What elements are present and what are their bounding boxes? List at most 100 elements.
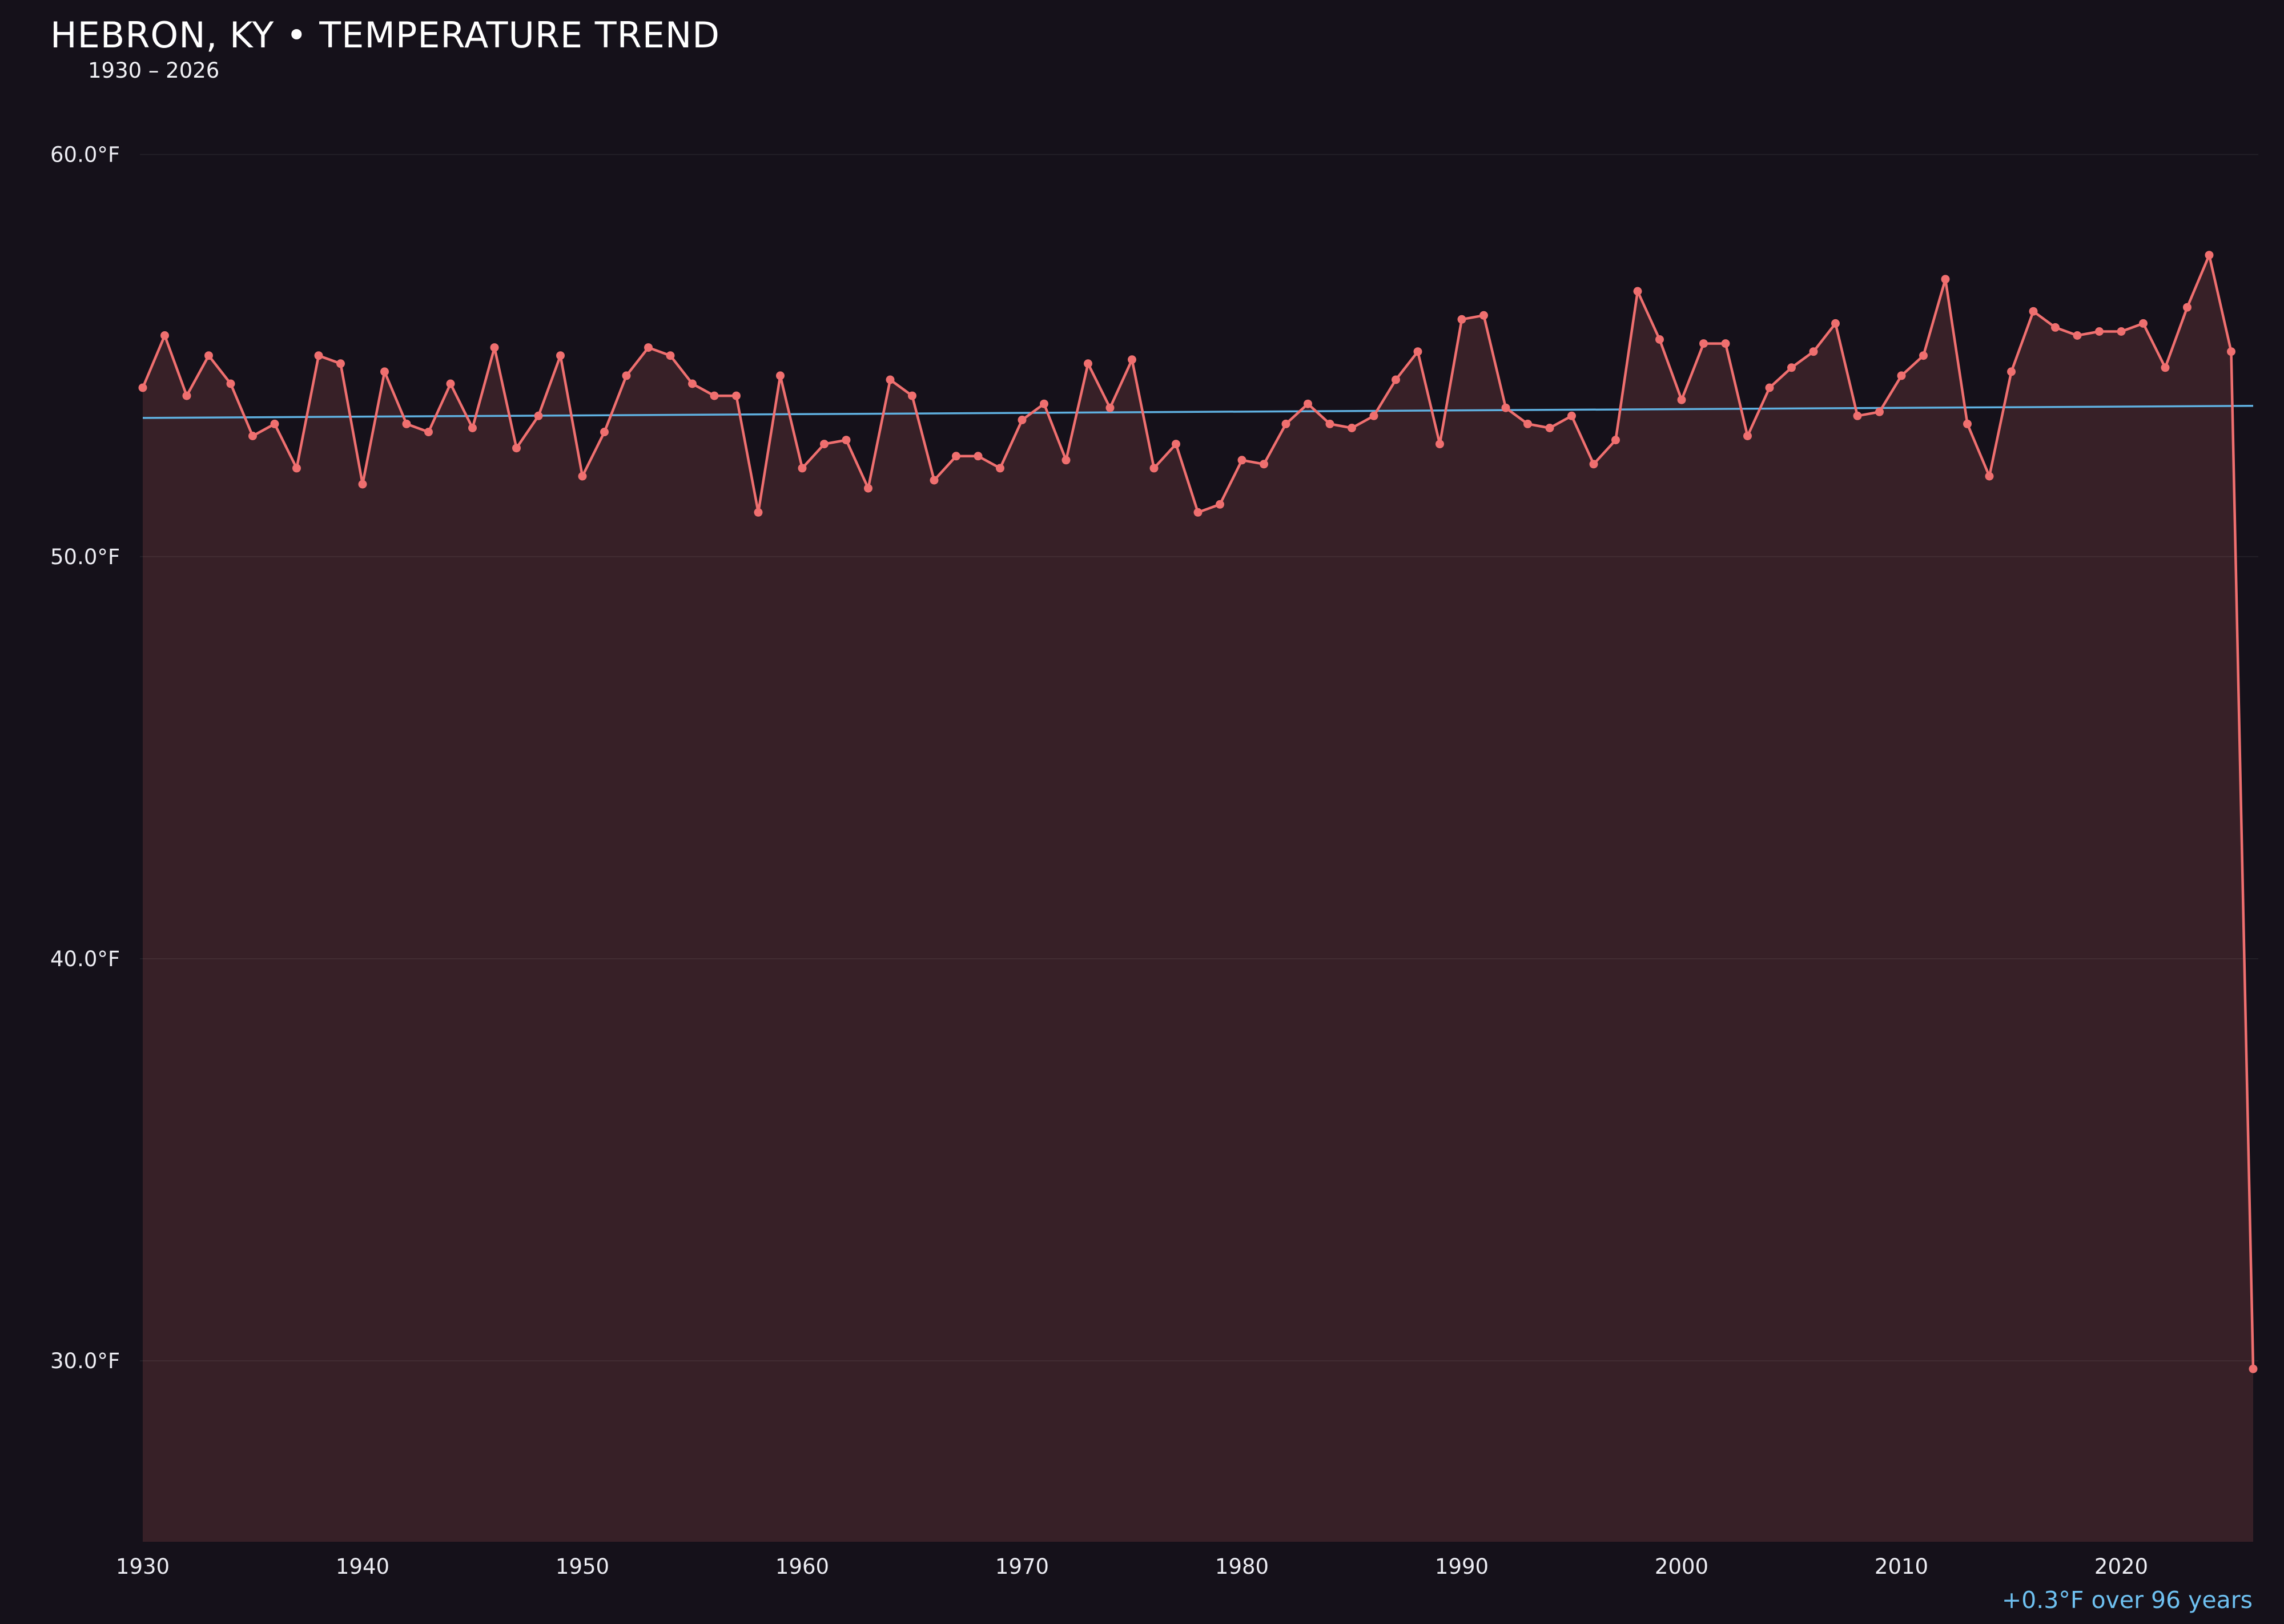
y-axis-tick-label: 50.0°F xyxy=(50,545,120,569)
data-point xyxy=(160,331,169,340)
data-point xyxy=(930,476,939,485)
data-point xyxy=(2249,1364,2258,1373)
data-point xyxy=(710,391,719,400)
data-point xyxy=(908,391,916,400)
data-point xyxy=(534,411,543,420)
x-axis-tick-label: 1930 xyxy=(116,1554,170,1579)
data-point xyxy=(644,343,653,352)
data-point xyxy=(1919,351,1928,360)
data-point xyxy=(204,351,213,360)
data-point xyxy=(2161,363,2170,372)
data-point xyxy=(1655,335,1664,344)
data-point xyxy=(138,383,147,392)
y-axis-tick-label: 30.0°F xyxy=(50,1349,120,1373)
data-point xyxy=(248,432,257,440)
data-point xyxy=(1018,415,1027,424)
data-point xyxy=(952,452,960,461)
data-point xyxy=(2227,347,2235,356)
data-point xyxy=(1545,424,1554,432)
data-point xyxy=(864,484,872,493)
data-point xyxy=(512,444,521,453)
data-point xyxy=(358,480,367,489)
data-point xyxy=(424,428,433,436)
data-point xyxy=(776,371,785,380)
data-point xyxy=(1193,508,1203,517)
data-point xyxy=(2183,303,2191,312)
x-axis-tick-label: 1940 xyxy=(336,1554,389,1579)
data-point xyxy=(688,379,697,388)
y-axis-tick-label: 40.0°F xyxy=(50,947,120,971)
data-point xyxy=(1128,355,1136,364)
data-point xyxy=(1611,436,1620,445)
data-point xyxy=(2051,323,2060,332)
x-axis-tick-label: 1980 xyxy=(1215,1554,1269,1579)
data-point xyxy=(1149,464,1159,473)
data-point xyxy=(1589,460,1598,469)
x-axis-tick-label: 1960 xyxy=(775,1554,829,1579)
data-point xyxy=(1457,315,1466,324)
data-point xyxy=(1787,363,1796,372)
data-point xyxy=(666,351,675,360)
data-point xyxy=(1172,440,1180,449)
chart-title: HEBRON, KY • TEMPERATURE TREND xyxy=(50,14,721,56)
data-point xyxy=(1325,419,1334,428)
y-axis-tick-label: 60.0°F xyxy=(50,143,120,167)
data-point xyxy=(226,379,235,388)
x-axis-tick-label: 2010 xyxy=(1875,1554,1928,1579)
data-point xyxy=(1061,456,1071,465)
data-point xyxy=(1523,419,1532,428)
data-point xyxy=(1567,411,1576,420)
data-point xyxy=(292,464,301,473)
data-point xyxy=(2117,327,2126,336)
data-point xyxy=(402,419,411,428)
data-point xyxy=(1677,395,1686,404)
chart-subtitle: 1930 – 2026 xyxy=(88,58,220,83)
data-point xyxy=(314,351,323,360)
data-point xyxy=(1765,383,1774,392)
data-point xyxy=(1040,399,1048,408)
data-point xyxy=(820,440,829,449)
data-point xyxy=(182,391,191,400)
x-axis-tick-label: 2000 xyxy=(1655,1554,1708,1579)
data-point xyxy=(622,371,631,380)
data-point xyxy=(1743,432,1752,440)
data-point xyxy=(446,379,455,388)
data-point xyxy=(600,428,609,436)
data-point xyxy=(1369,411,1378,420)
data-point xyxy=(556,351,565,360)
data-point xyxy=(1281,419,1290,428)
data-point xyxy=(886,375,895,384)
area-fill xyxy=(143,255,2253,1542)
data-point xyxy=(1633,287,1642,296)
data-point xyxy=(754,508,763,517)
chart-header: HEBRON, KY • TEMPERATURE TREND 1930 – 20… xyxy=(50,14,721,83)
data-point xyxy=(732,391,741,400)
data-point xyxy=(2095,327,2104,336)
data-point xyxy=(2029,307,2038,316)
x-axis-tick-label: 1970 xyxy=(995,1554,1049,1579)
data-point xyxy=(1699,339,1708,348)
data-point xyxy=(1831,319,1840,328)
data-point xyxy=(1853,411,1862,420)
data-point xyxy=(1392,375,1400,384)
data-point xyxy=(1237,456,1246,465)
data-point xyxy=(578,472,587,481)
data-point xyxy=(1897,371,1906,380)
data-point xyxy=(974,452,983,461)
data-point xyxy=(2139,319,2148,328)
data-point xyxy=(2073,331,2082,340)
data-point xyxy=(380,367,389,376)
data-point xyxy=(1809,347,1818,356)
x-axis-tick-label: 1990 xyxy=(1435,1554,1489,1579)
data-point xyxy=(1084,359,1092,368)
trend-line xyxy=(142,404,2254,419)
data-point xyxy=(1413,347,1422,356)
data-point xyxy=(842,436,851,445)
data-point xyxy=(1941,275,1950,284)
data-point xyxy=(2205,251,2214,260)
data-point xyxy=(1348,424,1356,432)
data-point xyxy=(1435,440,1444,449)
trend-annotation: +0.3°F over 96 years xyxy=(2001,1586,2253,1614)
data-point xyxy=(1875,407,1884,416)
